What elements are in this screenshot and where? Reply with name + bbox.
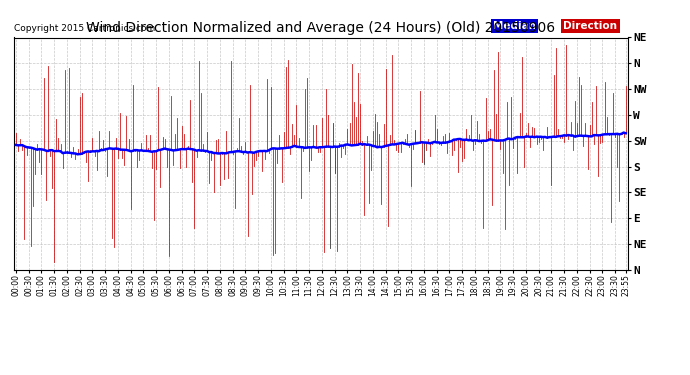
Text: Direction: Direction — [564, 21, 618, 31]
Title: Wind Direction Normalized and Average (24 Hours) (Old) 20150906: Wind Direction Normalized and Average (2… — [86, 21, 555, 35]
Text: Median: Median — [493, 21, 536, 31]
Text: Copyright 2015 Cartronics.com: Copyright 2015 Cartronics.com — [14, 24, 155, 33]
